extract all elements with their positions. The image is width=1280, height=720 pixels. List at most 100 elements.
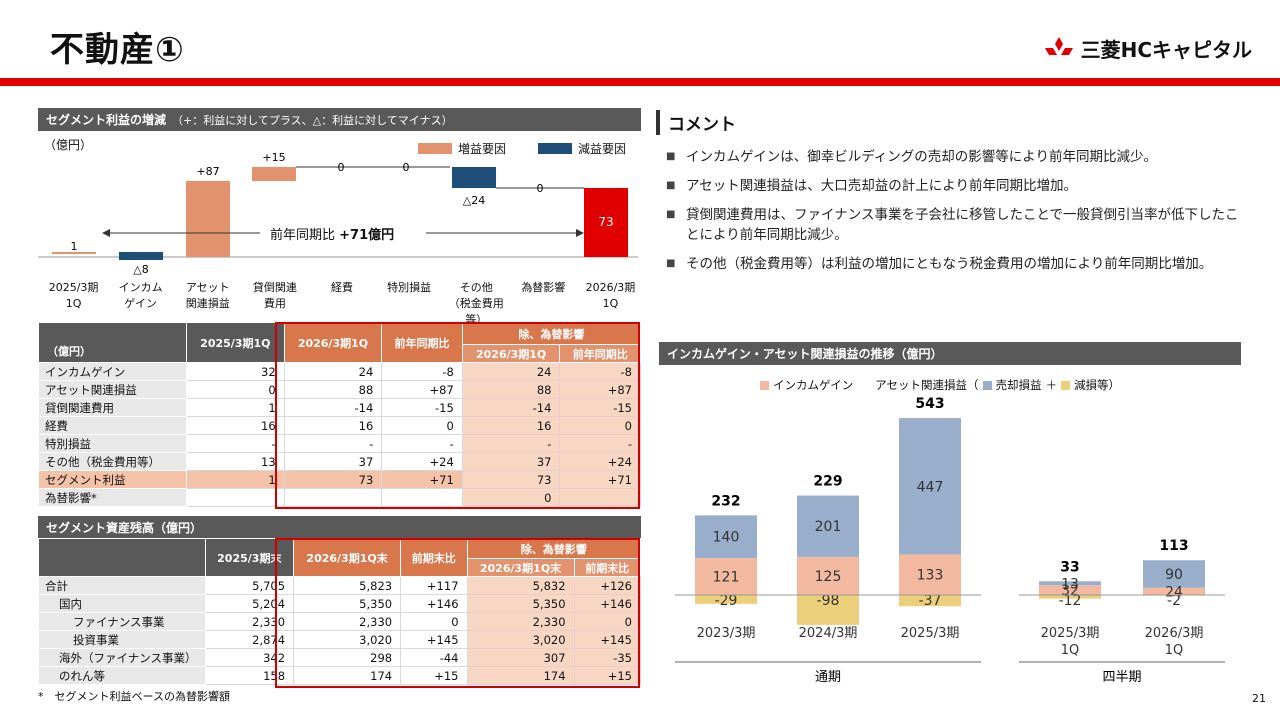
pl-cell-label: 貸倒関連費用 [38,398,187,417]
bs-cell-a: 5,204 [204,594,295,613]
category-label: 2025/3期 [1041,626,1100,641]
bs-h-excl-vs: 前期末比 [573,558,642,577]
bs-cell-d: 3,020 [466,630,575,649]
mitsubishi-logo-icon [1044,36,1073,55]
pl-row: 為替影響* 0 [38,488,641,507]
pl-cell-d: 16 [461,416,561,435]
label-sale: 140 [713,530,740,546]
pl-row: その他（税金費用等） 13 37 +24 37 +24 [38,452,641,471]
wf-delta-label: 前年同期比 [270,228,336,243]
bs-cell-b: 174 [293,666,402,685]
wf-label-special: 0 [403,161,410,174]
wf-category-1: インカム ゲイン [118,281,163,310]
label-sale: 13 [1061,576,1079,592]
bar-income [797,556,859,595]
label-income: 24 [1165,584,1183,600]
pl-cell-a: 1 [186,470,285,489]
wf-label-fx: 0 [537,182,544,195]
bar-income [1143,587,1205,595]
bs-cell-c: 0 [400,612,468,631]
bar-sale [1039,581,1101,586]
header-divider [0,78,1280,86]
bs-cell-a: 342 [204,648,295,667]
bs-h-2025: 2025/3期末 [204,538,295,577]
comment-item: 貸倒関連費用は、ファイナンス事業を子会社に移管したことで一般貸倒引当率が低下した… [656,205,1246,245]
pl-h-2025: 2025/3期1Q [186,322,285,363]
category-label: 1Q [1165,643,1184,658]
trend-legend: インカムゲイン アセット関連損益（ 売却損益 ＋ 減損等） [760,377,1120,393]
comment-item: その他（税金費用等）は利益の増加にともなう税金費用の増加により前年同期比増加。 [656,254,1246,274]
wf-bar-other [452,167,496,188]
category-label: 2025/3期 [901,626,960,641]
bs-cell-e: 0 [573,612,642,631]
waterfall-subtitle: （+：利益に対してプラス、△：利益に対してマイナス） [172,114,453,127]
pl-cell-label: 経費 [38,416,187,435]
label-total: 33 [1060,559,1079,575]
bs-row: 国内 5,204 5,350 +146 5,350 +146 [38,594,642,613]
label-income: 125 [815,569,842,585]
trend-chart: 121 140 -29 232 2023/3期 125 201 -98 229 2024/3期 13… [675,396,1225,685]
legend-swatch-inc [418,143,452,154]
legend-label-dec: 減益要因 [578,142,627,156]
pl-cell-b: 73 [283,470,383,489]
wf-delta-text: 前年同期比 +71億円 [270,224,394,243]
bar-income [899,554,961,595]
pl-row: 経費 16 16 0 16 0 [38,416,641,435]
bar-income [1039,585,1101,595]
pl-cell-d: 24 [461,362,561,381]
pl-h-excl: 除、為替影響 [461,322,642,345]
bs-cell-c: +146 [400,594,468,613]
bs-cell-e: +146 [573,594,642,613]
bar-impair [695,595,757,604]
wf-category-7: 為替影響 [521,281,566,294]
bs-cell-a: 2,874 [204,630,295,649]
bs-row: 海外（ファイナンス事業） 342 298 -44 307 -35 [38,648,642,667]
wf-category-6: その他 （税金費用等） [448,281,504,326]
bs-cell-d: 307 [466,648,575,667]
pl-cell-label: 特別損益 [38,434,187,453]
group-label: 通期 [815,670,841,685]
wf-bar-end [584,188,628,257]
wf-category-3: 貸倒関連 費用 [252,281,297,310]
pl-cell-b: 16 [283,416,383,435]
bs-cell-d: 5,350 [466,594,575,613]
legend-label-plus: ＋ [1045,378,1058,392]
wf-label-asset: +87 [196,165,219,178]
wf-label-expense: 0 [338,161,345,174]
waterfall-title: セグメント利益の増減 [46,113,167,127]
pl-cell-label: 為替影響* [38,488,187,507]
pl-cell-d: 37 [461,452,561,471]
pl-cell-e: +24 [559,452,641,471]
wf-bar-asset [186,181,230,257]
pl-cell-a: 0 [186,380,285,399]
pl-cell-a: 16 [186,416,285,435]
label-income: 133 [917,568,944,584]
pl-row: インカムゲイン 32 24 -8 24 -8 [38,362,641,381]
bs-h-2026: 2026/3期1Q末 [293,538,402,577]
bs-cell-a: 2,330 [204,612,295,631]
bs-cell-b: 5,823 [293,576,402,595]
bs-cell-d: 2,330 [466,612,575,631]
label-sale: 90 [1165,567,1183,583]
bs-cell-d: 174 [466,666,575,685]
wf-label-start: 1 [71,240,78,253]
wf-bar-start [52,252,96,254]
pl-cell-c: +87 [381,380,463,399]
label-total: 543 [915,396,944,412]
wf-category-8: 2026/3期 1Q [585,281,636,310]
pl-cell-d: -14 [461,398,561,417]
group-label: 四半期 [1102,670,1141,685]
pl-cell-e: -15 [559,398,641,417]
bs-table: 2025/3期末 2026/3期1Q末 前期末比 除、為替影響 2026/3期1… [38,538,642,685]
bs-cell-label: 国内 [38,594,206,613]
pl-cell-c: +24 [381,452,463,471]
pl-cell-label: アセット関連損益 [38,380,187,399]
bs-cell-c: +117 [400,576,468,595]
waterfall-legend-inc: 増益要因 [418,140,506,157]
wf-delta-value: +71億円 [339,228,395,243]
pl-row: アセット関連損益 0 88 +87 88 +87 [38,380,641,399]
comment-item: インカムゲインは、御幸ビルディングの売却の影響等により前年同期比減少。 [656,147,1246,167]
legend-swatch-sale [982,380,992,390]
wf-bar-income [119,252,163,260]
bar-income [695,558,757,595]
